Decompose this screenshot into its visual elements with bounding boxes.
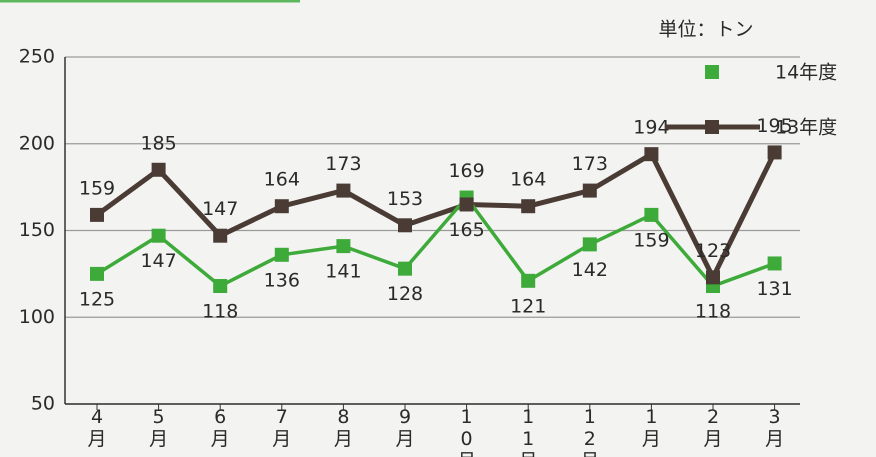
point	[274, 247, 289, 262]
x-tick-label: 9月	[395, 406, 415, 450]
y-tick-label: 250	[19, 46, 55, 68]
point	[459, 197, 474, 212]
data-label: 142	[572, 259, 608, 281]
x-tick-label: 1月	[641, 406, 661, 450]
x-tick-label: 3月	[765, 406, 785, 450]
point	[151, 162, 166, 177]
data-label: 169	[448, 160, 484, 182]
legend-label: 13年度	[775, 117, 837, 139]
point	[767, 145, 782, 160]
point	[767, 256, 782, 271]
x-tick-label: 5月	[149, 406, 169, 450]
data-label: 164	[510, 169, 546, 191]
data-label: 173	[325, 153, 361, 175]
data-label: 165	[448, 219, 484, 241]
legend-swatch	[705, 65, 719, 79]
data-label: 141	[325, 261, 361, 283]
point	[398, 218, 412, 233]
y-tick-label: 200	[19, 132, 55, 154]
y-tick-label: 50	[31, 393, 55, 415]
data-label: 159	[79, 177, 115, 199]
data-label: 164	[264, 169, 300, 191]
data-label: 125	[79, 288, 115, 310]
point	[274, 199, 289, 214]
data-label: 147	[202, 198, 238, 220]
series-line	[95, 150, 777, 283]
data-label: 159	[633, 229, 669, 251]
point	[398, 261, 412, 276]
x-tick-label: 10月	[457, 406, 476, 457]
point	[582, 237, 597, 252]
legend-swatch	[705, 120, 719, 134]
point	[213, 228, 228, 243]
y-tick-label: 150	[19, 219, 55, 241]
point	[521, 273, 536, 288]
data-label: 118	[202, 301, 238, 323]
point	[644, 147, 659, 162]
x-tick-label: 6月	[210, 406, 230, 450]
point	[336, 239, 351, 254]
y-tick-label: 100	[19, 306, 55, 328]
point	[90, 207, 104, 222]
x-tick-label: 12月	[580, 406, 599, 457]
unit-label: 単位：トン	[658, 19, 753, 41]
data-label: 128	[387, 283, 423, 305]
point	[336, 183, 351, 198]
data-label: 118	[695, 301, 731, 323]
x-tick-label: 11月	[519, 406, 538, 457]
point	[582, 183, 597, 198]
x-tick-label: 2月	[703, 406, 723, 450]
data-label: 185	[140, 132, 176, 154]
data-label: 136	[264, 269, 300, 291]
data-label: 131	[756, 278, 792, 300]
point	[151, 228, 166, 243]
data-label: 123	[695, 240, 731, 262]
x-tick-label: 8月	[333, 406, 353, 450]
data-label: 195	[756, 115, 792, 137]
data-label: 194	[633, 117, 669, 139]
data-label: 173	[572, 153, 608, 175]
legend-label: 14年度	[775, 62, 837, 84]
point	[644, 207, 659, 222]
point	[213, 279, 228, 294]
point	[90, 266, 104, 281]
x-tick-label: 4月	[87, 406, 107, 450]
data-label: 147	[140, 250, 176, 272]
point	[706, 270, 720, 285]
point	[521, 199, 536, 214]
x-tick-label: 7月	[272, 406, 292, 450]
series-line	[96, 194, 776, 289]
data-label: 153	[387, 188, 423, 210]
data-label: 121	[510, 295, 546, 317]
